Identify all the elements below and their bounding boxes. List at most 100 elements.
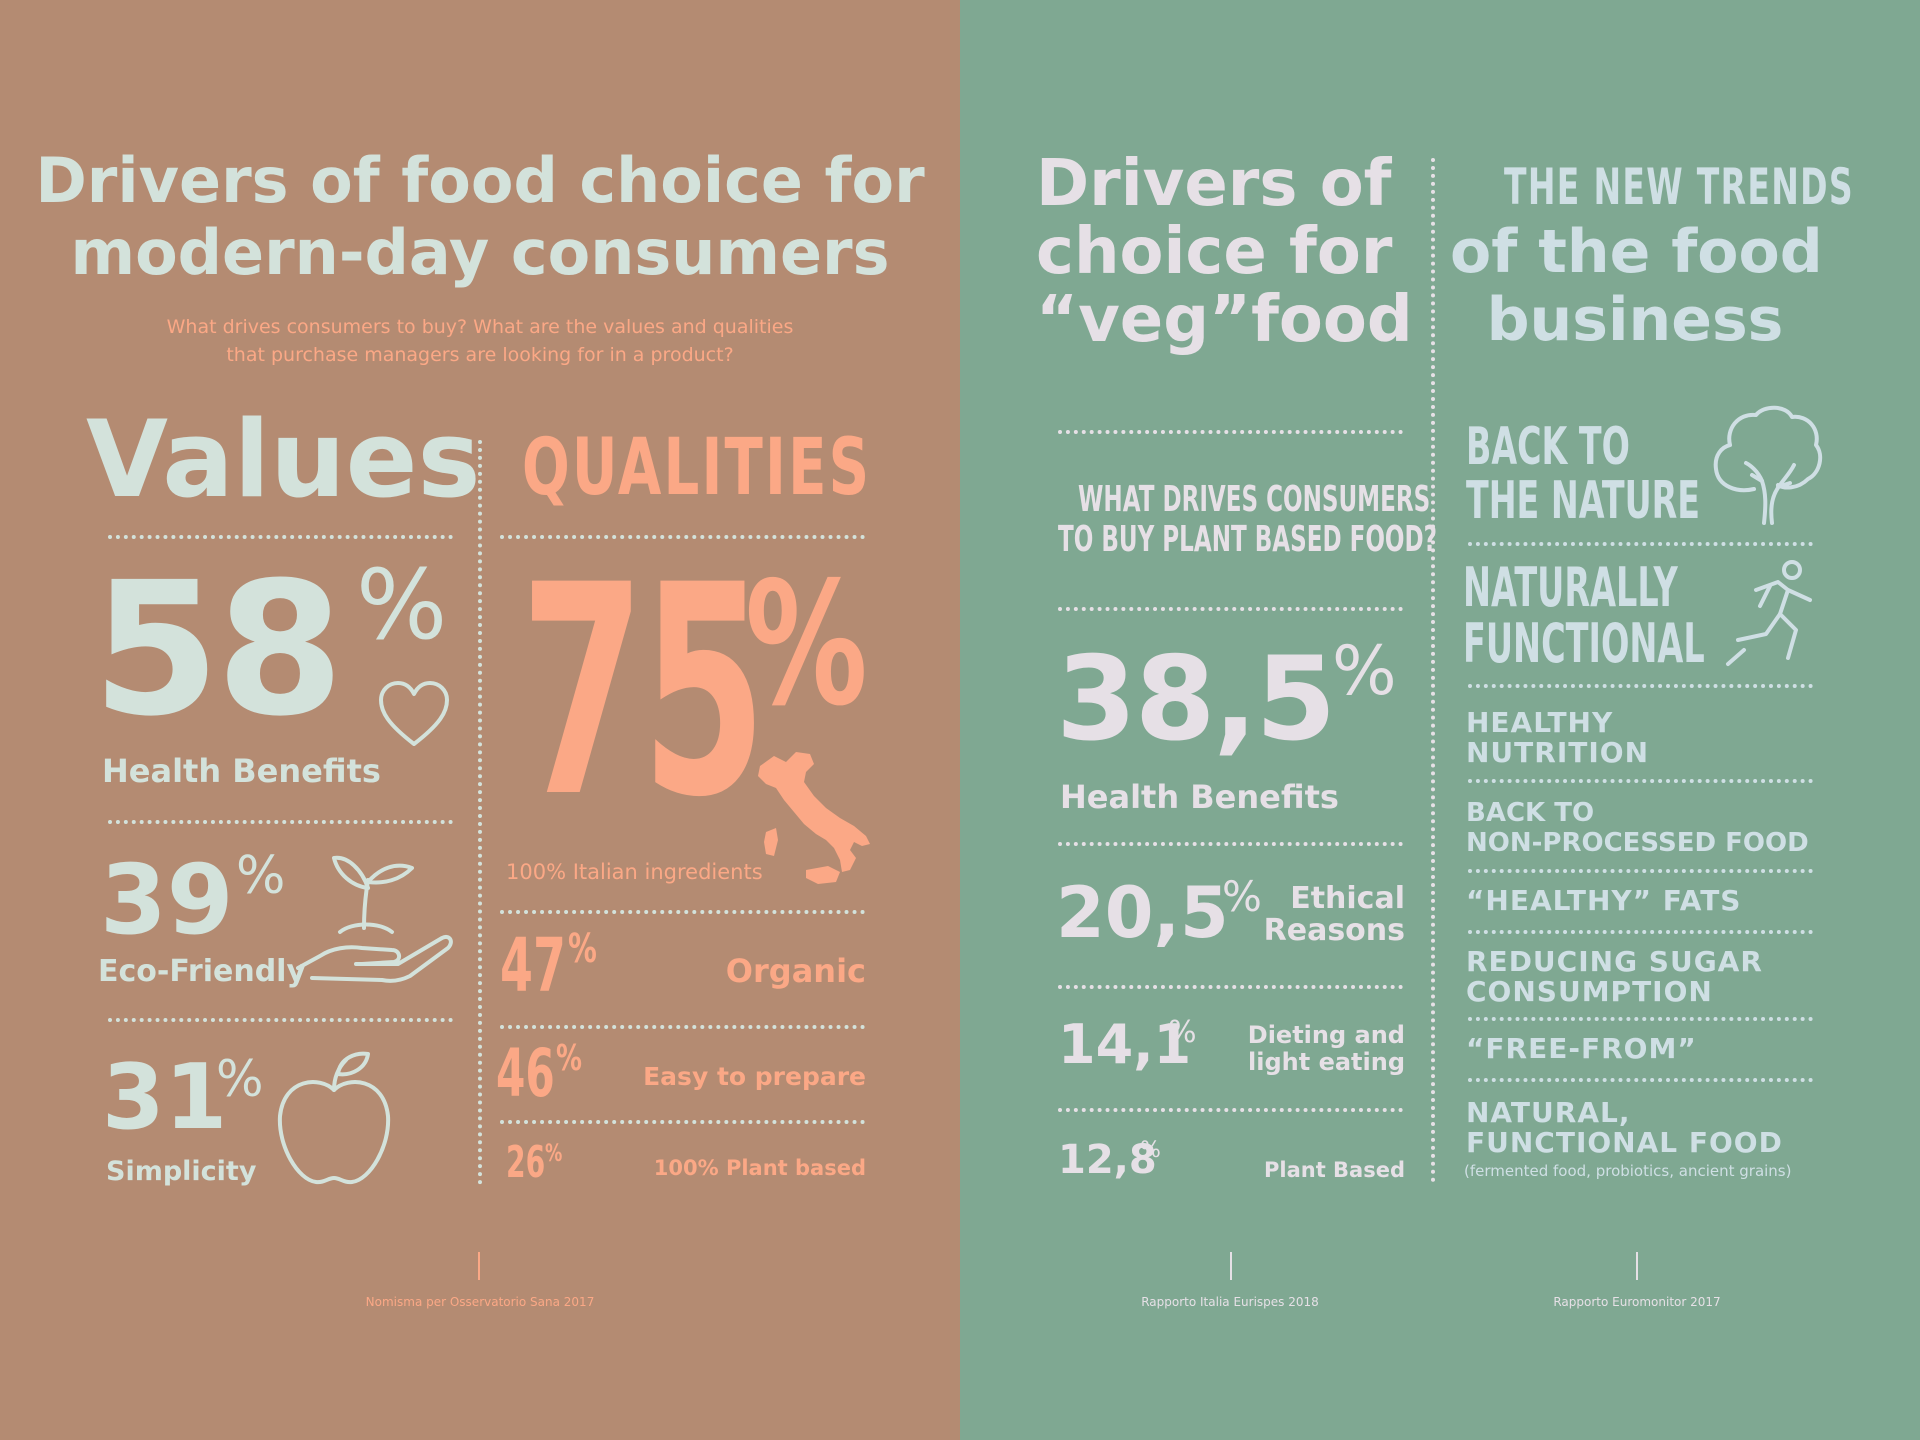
trend-divider-3 [1468, 779, 1813, 783]
veg-divider-1 [1058, 430, 1403, 434]
runner-icon [1726, 560, 1812, 666]
trends-title: THE NEW TRENDS of the food business [1450, 160, 1853, 355]
veg-divider-4 [1058, 985, 1403, 989]
quality-47-number: 47 [500, 923, 566, 1009]
veg-item2-label: Dieting and light eating [1205, 1022, 1405, 1076]
trend-item-3-line1: HEALTHY [1466, 706, 1614, 739]
quality-26-percent-wrap: % [545, 1140, 569, 1166]
quality-46-label: Easy to prepare [643, 1062, 866, 1091]
value-31-label: Simplicity [106, 1156, 257, 1187]
values-heading: Values [86, 398, 481, 521]
veg-divider-3 [1058, 842, 1403, 846]
tree-icon [1713, 405, 1823, 525]
left-title-line1: Drivers of food choice for [35, 144, 925, 217]
value-58-number: 58 [92, 543, 344, 757]
hand-sprout-icon [296, 855, 453, 983]
veg-item2-label-line1: Dieting and [1247, 1021, 1405, 1049]
left-panel: Drivers of food choice for modern-day co… [0, 0, 960, 1440]
qualities-heading-wrap: QUALITIES [522, 428, 1007, 508]
quality-75-label: 100% Italian ingredients [506, 860, 763, 884]
veg-item1-label: Ethical Reasons [1260, 883, 1405, 947]
qualities-divider-3 [500, 1025, 865, 1029]
trend-item-4-line2: NON-PROCESSED FOOD [1466, 828, 1809, 858]
trend-divider-2 [1468, 684, 1813, 688]
trend-item-3: HEALTHY NUTRITION [1466, 708, 1649, 768]
veg-divider-2 [1058, 607, 1403, 611]
values-divider-1 [108, 535, 453, 539]
trend-item-1-line1: BACK TO [1466, 417, 1630, 477]
veg-question-line1-wrap: WHAT DRIVES CONSUMERS [1058, 480, 1430, 520]
trend-item-4-line1: BACK TO [1466, 798, 1595, 828]
values-divider-2 [108, 820, 453, 824]
qualities-divider-4 [500, 1120, 865, 1124]
veg-title-line3: “veg”food [1036, 283, 1413, 357]
trends-title-line3: business [1486, 285, 1784, 355]
trend-item-2: NATURALLY FUNCTIONAL [1463, 560, 1853, 672]
quality-75-percent-wrap: % [745, 560, 915, 730]
trend-item-6: REDUCING SUGAR CONSUMPTION [1466, 947, 1763, 1007]
value-58-label: Health Benefits [102, 752, 381, 790]
left-title: Drivers of food choice for modern-day co… [0, 145, 960, 289]
quality-75-number: 75 [520, 524, 766, 861]
trends-title-line1: THE NEW TRENDS [1504, 158, 1854, 216]
trend-item-8-note: (fermented food, probiotics, ancient gra… [1464, 1162, 1792, 1180]
trend-item-1: BACK TO THE NATURE [1466, 420, 1832, 528]
quality-46-number: 46 [496, 1035, 555, 1112]
veg-item1-label-line1: Ethical [1290, 881, 1405, 916]
veg-item3-number: 12,8 [1058, 1137, 1157, 1183]
trends-title-line1-wrap: THE NEW TRENDS [1450, 160, 1853, 218]
veg-source: Rapporto Italia Eurispes 2018 [1141, 1295, 1319, 1309]
trend-divider-5 [1468, 930, 1813, 934]
quality-46-number-wrap: 46 [496, 1040, 588, 1108]
trends-source-tick [1636, 1252, 1638, 1280]
trends-title-line2: of the food [1450, 217, 1823, 287]
quality-26-label: 100% Plant based [653, 1156, 866, 1180]
veg-question-line1: WHAT DRIVES CONSUMERS [1078, 479, 1431, 520]
value-39-number: 39 [100, 844, 234, 956]
veg-source-tick [1230, 1252, 1232, 1280]
quality-47-percent: % [568, 926, 597, 972]
veg-main-number: 38,5 [1056, 632, 1336, 767]
trend-item-8-line2: FUNCTIONAL FOOD [1466, 1126, 1783, 1159]
quality-26-number: 26 [506, 1137, 546, 1188]
value-39-percent: % [236, 846, 286, 906]
left-title-line2: modern-day consumers [70, 216, 890, 289]
left-vertical-divider [478, 440, 482, 1185]
value-58-percent: % [356, 549, 448, 661]
trend-divider-1 [1468, 542, 1813, 546]
trend-item-2-line2: FUNCTIONAL [1463, 612, 1705, 675]
apple-icon [277, 1051, 391, 1185]
left-subtitle-line1: What drives consumers to buy? What are t… [166, 316, 794, 338]
veg-question: WHAT DRIVES CONSUMERS TO BUY PLANT BASED… [1058, 480, 1437, 560]
veg-title: Drivers of choice for “veg”food [1036, 150, 1413, 357]
veg-item3-label: Plant Based [1263, 1158, 1405, 1182]
trend-item-4: BACK TO NON-PROCESSED FOOD [1466, 798, 1809, 858]
qualities-heading: QUALITIES [522, 423, 872, 513]
quality-46-percent: % [556, 1038, 582, 1079]
veg-item2-number: 14,1 [1058, 1013, 1192, 1076]
trend-item-2-line1: NATURALLY [1463, 556, 1678, 619]
veg-main-percent: % [1332, 632, 1397, 711]
quality-75-percent: % [745, 546, 868, 744]
quality-26-number-wrap: 26 [506, 1140, 567, 1186]
veg-question-line2: TO BUY PLANT BASED FOOD? [1058, 519, 1437, 560]
left-subtitle: What drives consumers to buy? What are t… [0, 313, 960, 369]
veg-question-line2-wrap: TO BUY PLANT BASED FOOD? [1058, 520, 1437, 560]
trend-item-6-line1: REDUCING SUGAR [1466, 945, 1763, 978]
quality-46-percent-wrap: % [556, 1040, 592, 1078]
veg-main-label: Health Benefits [1060, 778, 1339, 816]
left-subtitle-line2: that purchase managers are looking for i… [226, 344, 734, 366]
value-39-label: Eco-Friendly [98, 954, 307, 989]
quality-47-number-wrap: 47 [500, 928, 603, 1004]
left-source: Nomisma per Osservatorio Sana 2017 [365, 1295, 595, 1309]
veg-item1-number: 20,5 [1056, 872, 1229, 954]
heart-icon [379, 681, 449, 746]
veg-item2-label-line2: light eating [1248, 1048, 1405, 1076]
veg-item1-percent: % [1222, 872, 1262, 921]
quality-26-percent: % [545, 1139, 563, 1167]
trend-item-5: “HEALTHY” FATS [1466, 884, 1742, 917]
values-divider-3 [108, 1018, 453, 1022]
veg-title-line2: choice for [1036, 215, 1393, 289]
italy-map-icon [758, 752, 870, 884]
trend-item-8-line1: NATURAL, [1466, 1096, 1631, 1129]
